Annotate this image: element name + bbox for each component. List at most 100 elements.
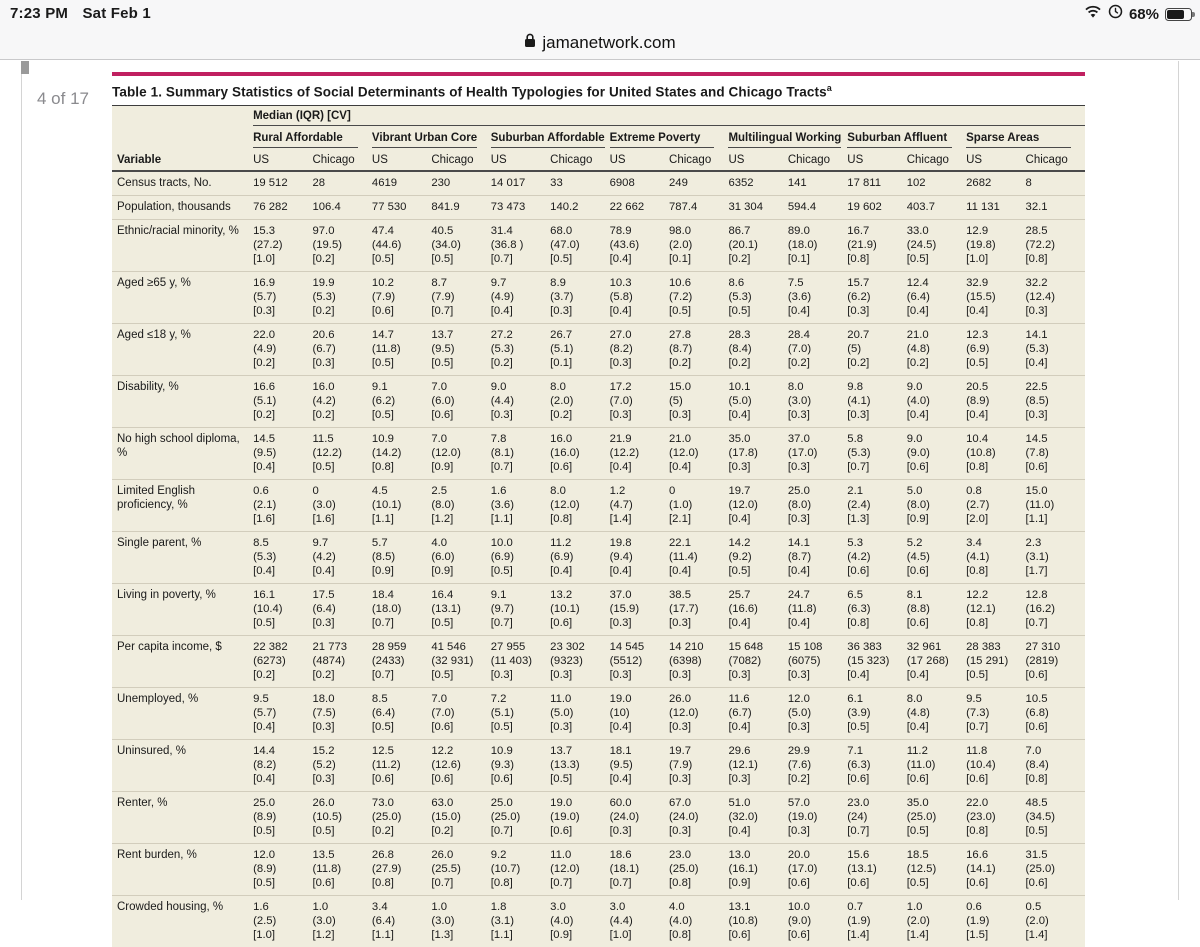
data-cell: 19.7 (7.9) [0.3] bbox=[669, 738, 729, 792]
table-row: Rent burden, % 12.0 (8.9) [0.5] 13.5 (11.8… bbox=[112, 842, 1085, 896]
data-cell: 48.5 (34.5) [0.5] bbox=[1025, 790, 1085, 844]
data-cell: 23.0 (24) [0.7] bbox=[847, 790, 907, 844]
subheader-chicago: Chicago bbox=[787, 150, 848, 172]
data-cell: 13.5 (11.8) [0.6] bbox=[312, 842, 372, 896]
row-label: Crowded housing, % bbox=[112, 894, 254, 947]
data-cell: 8.0 (12.0) [0.8] bbox=[550, 478, 610, 532]
data-cell: 17.2 (7.0) [0.3] bbox=[609, 374, 670, 428]
data-cell: 86.7 (20.1) [0.2] bbox=[728, 218, 788, 272]
data-cell: 60.0 (24.0) [0.3] bbox=[609, 790, 670, 844]
data-cell: 8.5 (5.3) [0.4] bbox=[253, 530, 313, 584]
data-cell: 27.8 (8.7) [0.2] bbox=[669, 322, 729, 376]
data-cell: 20.6 (6.7) [0.3] bbox=[312, 322, 372, 376]
data-cell: 12.8 (16.2) [0.7] bbox=[1025, 582, 1085, 636]
data-cell: 37.0 (17.0) [0.3] bbox=[787, 426, 848, 480]
spacer-cell bbox=[112, 106, 253, 126]
data-cell: 249 bbox=[669, 176, 688, 189]
data-cell: 76 282 bbox=[253, 194, 313, 220]
data-cell: 10.2 (7.9) [0.6] bbox=[371, 270, 432, 324]
data-cell: 35.0 (25.0) [0.5] bbox=[906, 790, 967, 844]
data-cell: 14.5 (9.5) [0.4] bbox=[253, 426, 313, 480]
data-cell: 20.7 (5) [0.2] bbox=[847, 322, 907, 376]
data-cell: 19.8 (9.4) [0.4] bbox=[609, 530, 670, 584]
data-cell: 17 811 bbox=[847, 176, 881, 189]
data-cell: 8.0 (2.0) [0.2] bbox=[550, 374, 610, 428]
status-time: 7:23 PM bbox=[10, 5, 69, 22]
group-multilingual-working: Multilingual Working bbox=[728, 125, 847, 151]
subheader-chicago: Chicago bbox=[906, 150, 967, 172]
data-cell: 7.8 (8.1) [0.7] bbox=[490, 426, 551, 480]
data-cell: 23 302 (9323) [0.3] bbox=[550, 634, 610, 688]
spacer-cell bbox=[112, 125, 253, 151]
data-cell: 1.0 (3.0) [1.2] bbox=[312, 894, 372, 947]
data-cell: 16.6 (5.1) [0.2] bbox=[253, 374, 313, 428]
data-cell: 13.1 (10.8) [0.6] bbox=[728, 894, 788, 947]
data-cell: 3.4 (4.1) [0.8] bbox=[966, 530, 1026, 584]
data-cell: 5.3 (4.2) [0.6] bbox=[847, 530, 907, 584]
table-row: Census tracts, No. 19 512 28 4619 230 14 017 3… bbox=[112, 171, 1085, 196]
data-cell: 26.8 (27.9) [0.8] bbox=[371, 842, 432, 896]
data-cell: 2.5 (8.0) [1.2] bbox=[431, 478, 491, 532]
subheader-us: US bbox=[253, 150, 313, 172]
group-vibrant-urban-core: Vibrant Urban Core bbox=[371, 125, 491, 151]
data-cell: 3.0 (4.4) [1.0] bbox=[609, 894, 670, 947]
table-row: Aged ≤18 y, % 22.0 (4.9) [0.2] 20.6 (6.7) … bbox=[112, 322, 1085, 376]
table-row: Limited English proficiency, % 0.6 (2.1) … bbox=[112, 478, 1085, 532]
browser-chrome: 7:23 PM Sat Feb 1 68% jamanetwork.com bbox=[0, 0, 1200, 60]
data-cell: 8 bbox=[1025, 176, 1032, 189]
data-cell: 22.5 (8.5) [0.3] bbox=[1025, 374, 1085, 428]
table-header: Median (IQR) [CV] Rural Affordable Vibra… bbox=[112, 105, 1085, 172]
row-label: No high school diploma, % bbox=[112, 426, 254, 480]
data-cell: 33 bbox=[550, 176, 563, 189]
data-cell: 27 955 (11 403) [0.3] bbox=[490, 634, 551, 688]
data-cell: 15.2 (5.2) [0.3] bbox=[312, 738, 372, 792]
data-cell: 38.5 (17.7) [0.3] bbox=[669, 582, 729, 636]
data-cell: 7.0 (7.0) [0.6] bbox=[431, 686, 491, 740]
subheader-us: US bbox=[728, 150, 788, 172]
rotation-lock-icon bbox=[1108, 4, 1123, 24]
data-cell: 15.0 (5) [0.3] bbox=[669, 374, 729, 428]
table-row: Unemployed, % 9.5 (5.7) [0.4] 18.0 (7.5) [… bbox=[112, 686, 1085, 740]
data-cell: 14.7 (11.8) [0.5] bbox=[371, 322, 432, 376]
data-cell: 68.0 (47.0) [0.5] bbox=[550, 218, 610, 272]
scroll-indicator[interactable] bbox=[21, 61, 29, 74]
data-cell: 4.5 (10.1) [1.1] bbox=[371, 478, 432, 532]
data-cell: 15.6 (13.1) [0.6] bbox=[847, 842, 907, 896]
group-header-row: Rural Affordable Vibrant Urban Core Subu… bbox=[112, 125, 1085, 151]
data-cell: 9.7 (4.2) [0.4] bbox=[312, 530, 372, 584]
data-cell: 31 304 bbox=[728, 194, 788, 220]
data-cell: 106.4 bbox=[312, 194, 372, 220]
subheader-us: US bbox=[609, 150, 670, 172]
data-cell: 19 512 bbox=[253, 176, 288, 189]
data-cell: 2682 bbox=[966, 176, 992, 189]
data-cell: 97.0 (19.5) [0.2] bbox=[312, 218, 372, 272]
data-cell: 16.1 (10.4) [0.5] bbox=[253, 582, 313, 636]
data-cell: 16.4 (13.1) [0.5] bbox=[431, 582, 491, 636]
data-cell: 7.1 (6.3) [0.6] bbox=[847, 738, 907, 792]
subheader-us: US bbox=[847, 150, 907, 172]
data-cell: 16.7 (21.9) [0.8] bbox=[847, 218, 907, 272]
data-cell: 0.5 (2.0) [1.4] bbox=[1025, 894, 1085, 947]
data-cell: 8.1 (8.8) [0.6] bbox=[906, 582, 967, 636]
row-label: Renter, % bbox=[112, 790, 254, 844]
data-cell: 1.0 (3.0) [1.3] bbox=[431, 894, 491, 947]
data-cell: 11.2 (6.9) [0.4] bbox=[550, 530, 610, 584]
data-cell: 25.0 (8.0) [0.3] bbox=[787, 478, 848, 532]
data-cell: 2.3 (3.1) [1.7] bbox=[1025, 530, 1085, 584]
data-cell: 403.7 bbox=[906, 194, 967, 220]
data-cell: 3.4 (6.4) [1.1] bbox=[371, 894, 432, 947]
data-cell: 32 961 (17 268) [0.4] bbox=[906, 634, 967, 688]
data-cell: 27.0 (8.2) [0.3] bbox=[609, 322, 670, 376]
data-cell: 7.0 (12.0) [0.9] bbox=[431, 426, 491, 480]
data-cell: 89.0 (18.0) [0.1] bbox=[787, 218, 848, 272]
data-cell: 0.7 (1.9) [1.4] bbox=[847, 894, 907, 947]
data-cell: 35.0 (17.8) [0.3] bbox=[728, 426, 788, 480]
wifi-icon bbox=[1084, 5, 1102, 24]
data-cell: 9.5 (7.3) [0.7] bbox=[966, 686, 1026, 740]
url-bar[interactable]: jamanetwork.com bbox=[0, 26, 1200, 60]
data-cell: 63.0 (15.0) [0.2] bbox=[431, 790, 491, 844]
data-cell: 0.6 (2.1) [1.6] bbox=[253, 478, 313, 532]
data-cell: 16.6 (14.1) [0.6] bbox=[966, 842, 1026, 896]
data-cell: 787.4 bbox=[669, 194, 729, 220]
status-time-date: 7:23 PM Sat Feb 1 bbox=[10, 5, 151, 22]
